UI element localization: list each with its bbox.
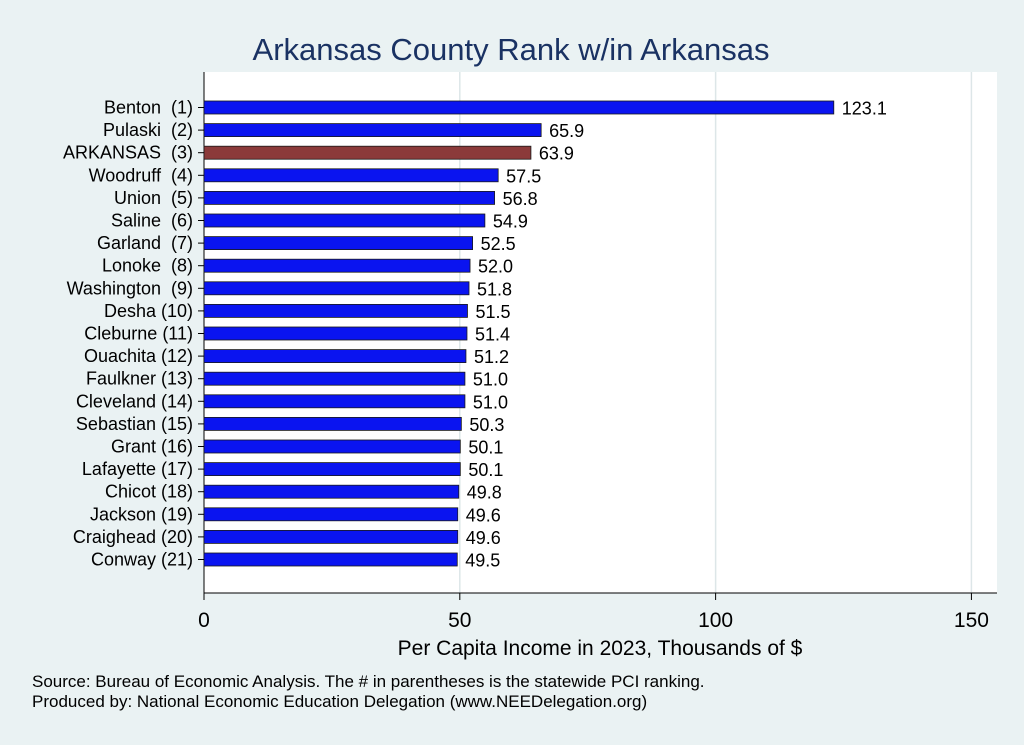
x-tick-label: 100 [698, 609, 733, 632]
bar [203, 552, 458, 567]
x-axis-title: Per Capita Income in 2023, Thousands of … [398, 637, 803, 660]
value-label: 51.0 [473, 392, 508, 412]
category-label: Faulkner (13) [86, 369, 193, 389]
value-label: 123.1 [842, 99, 887, 119]
category-label: Sebastian (15) [76, 414, 193, 434]
value-label: 54.9 [493, 212, 528, 232]
value-label: 50.3 [469, 415, 504, 435]
x-tick-label: 150 [954, 609, 989, 632]
bar [203, 168, 499, 183]
bar [203, 190, 495, 205]
value-label: 51.4 [475, 325, 510, 345]
category-label: Lonoke (8) [102, 256, 193, 276]
category-label: Jackson (19) [90, 504, 193, 524]
source-note: Source: Bureau of Economic Analysis. The… [32, 672, 705, 691]
bar [203, 303, 468, 318]
category-label: ARKANSAS (3) [63, 143, 193, 163]
value-label: 51.0 [473, 370, 508, 390]
bar [203, 484, 460, 499]
category-label: Cleveland (14) [76, 391, 193, 411]
value-label: 51.8 [477, 279, 512, 299]
x-tick-label: 0 [198, 609, 210, 632]
bar [203, 281, 470, 296]
value-label: 51.5 [475, 302, 510, 322]
category-label: Conway (21) [91, 550, 193, 570]
bar [203, 530, 459, 544]
bar [203, 507, 459, 522]
category-label: Desha (10) [104, 301, 193, 321]
bar [203, 439, 461, 454]
bar [203, 349, 467, 364]
category-label: Grant (16) [111, 437, 193, 457]
value-label: 63.9 [539, 144, 574, 164]
produced-by-note: Produced by: National Economic Education… [32, 692, 648, 711]
value-label: 52.0 [478, 257, 513, 277]
category-label: Benton (1) [104, 98, 193, 118]
value-label: 49.8 [467, 483, 502, 503]
chart-title: Arkansas County Rank w/in Arkansas [253, 32, 770, 67]
bar [203, 462, 461, 477]
bar [203, 145, 532, 160]
category-label: Cleburne (11) [84, 324, 193, 344]
bar [203, 416, 462, 431]
bar [203, 326, 468, 341]
labels: Benton (1) 123.1 Pulaski (2) 65.9 ARKANSAS (… [63, 98, 887, 571]
value-label: 52.5 [481, 234, 516, 254]
bar [203, 258, 471, 273]
x-tick-label: 50 [448, 609, 471, 632]
category-label: Woodruff (4) [89, 165, 193, 185]
bar [203, 394, 466, 409]
category-label: Lafayette (17) [82, 459, 193, 479]
bar [203, 100, 835, 115]
category-label: Craighead (20) [73, 527, 193, 547]
bar [203, 213, 486, 228]
value-label: 50.1 [468, 438, 503, 458]
value-label: 49.6 [466, 528, 501, 548]
category-label: Washington (9) [67, 278, 193, 298]
category-label: Pulaski (2) [103, 120, 193, 140]
value-label: 50.1 [468, 460, 503, 480]
x-ticks: 0 50 100 150 [198, 107, 989, 632]
bar [203, 123, 542, 137]
value-label: 65.9 [549, 121, 584, 141]
value-label: 56.8 [503, 189, 538, 209]
category-label: Saline (6) [111, 211, 193, 231]
category-label: Chicot (18) [105, 482, 193, 502]
category-label: Garland (7) [97, 233, 193, 253]
value-label: 49.5 [465, 551, 500, 571]
bars [203, 100, 835, 567]
bar [203, 236, 473, 251]
value-label: 51.2 [474, 347, 509, 367]
category-label: Ouachita (12) [84, 346, 193, 366]
category-label: Union (5) [114, 188, 193, 208]
bar [203, 371, 466, 386]
value-label: 49.6 [466, 505, 501, 525]
value-label: 57.5 [506, 166, 541, 186]
